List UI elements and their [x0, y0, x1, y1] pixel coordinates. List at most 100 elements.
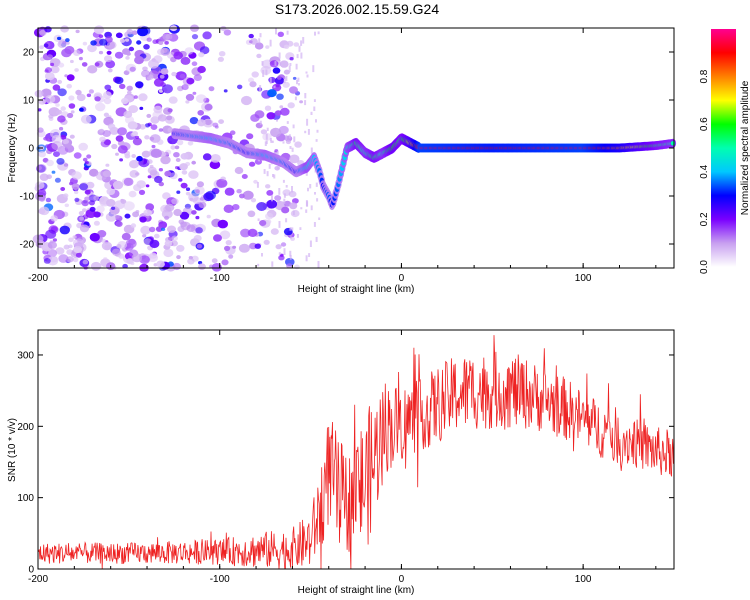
noise-blob [38, 151, 46, 158]
noise-blob [173, 152, 180, 158]
noise-streak [312, 65, 315, 73]
noise-blob [59, 225, 70, 235]
noise-blob [86, 93, 92, 98]
noise-streak [310, 111, 313, 115]
noise-streak [282, 179, 285, 183]
y-tick-label: -20 [20, 240, 35, 251]
noise-blob [158, 114, 167, 122]
noise-blob [117, 145, 128, 154]
noise-blob [43, 258, 51, 264]
noise-streak [315, 236, 318, 242]
noise-blob [237, 84, 243, 90]
noise-streak [259, 120, 262, 125]
noise-blob [46, 159, 54, 167]
noise-blob [106, 41, 117, 50]
noise-blob [144, 123, 151, 128]
noise-blob [197, 110, 204, 116]
noise-blob [276, 93, 284, 100]
noise-blob [103, 97, 112, 105]
noise-blob [60, 134, 67, 140]
noise-blob [250, 114, 260, 122]
noise-blob [106, 199, 116, 207]
noise-blob [238, 243, 250, 253]
noise-blob [58, 62, 65, 68]
noise-blob [73, 245, 83, 254]
y-tick-label: 20 [23, 48, 35, 59]
noise-blob [265, 184, 271, 189]
noise-streak [305, 71, 308, 74]
noise-blob [96, 205, 105, 213]
noise-blob [147, 166, 157, 175]
noise-blob [278, 125, 289, 135]
noise-streak [306, 118, 309, 126]
noise-streak [305, 255, 308, 262]
snr-x-ticks: -200 -100 0 100 [28, 330, 657, 585]
noise-streak [305, 209, 308, 213]
noise-streak [266, 171, 269, 177]
chart-title: S173.2026.002.15.59.G24 [275, 1, 439, 17]
noise-blob [149, 239, 160, 249]
noise-blob [256, 53, 262, 59]
noise-blob [180, 182, 188, 189]
noise-blob [150, 124, 158, 130]
noise-blob [64, 46, 75, 55]
noise-blob [132, 131, 138, 137]
noise-blob [68, 95, 75, 101]
noise-blob [286, 263, 293, 269]
x-tick-label: -200 [28, 273, 48, 284]
noise-blob [259, 220, 267, 226]
noise-blob [147, 253, 158, 262]
noise-streak [283, 198, 286, 205]
noise-blob [46, 174, 52, 179]
noise-blob [209, 264, 214, 269]
noise-blob [184, 47, 194, 55]
noise-blob [272, 67, 281, 74]
noise-blob [294, 264, 300, 270]
noise-blob [171, 198, 179, 205]
noise-blob [140, 225, 151, 235]
noise-blob [60, 25, 69, 33]
noise-blob [60, 106, 66, 111]
noise-blob [212, 122, 219, 128]
noise-streak [269, 138, 272, 142]
noise-blob [51, 141, 63, 151]
noise-blob [234, 166, 244, 175]
noise-streak [308, 253, 311, 257]
noise-streak [268, 164, 271, 169]
noise-blob [80, 114, 92, 124]
noise-streak [289, 146, 292, 149]
noise-blob [93, 220, 100, 226]
noise-blob [112, 180, 124, 190]
noise-blob [103, 91, 112, 99]
noise-blob [88, 89, 94, 94]
y-tick-label: 200 [17, 422, 34, 433]
noise-blob [68, 237, 74, 243]
noise-streak [304, 93, 307, 99]
noise-blob [185, 191, 191, 196]
noise-streak [273, 174, 276, 179]
noise-blob [154, 175, 163, 184]
noise-blob [128, 46, 135, 52]
noise-streak [293, 136, 296, 143]
noise-blob [221, 259, 229, 266]
noise-blob [111, 143, 118, 150]
noise-blob [52, 84, 61, 91]
noise-blob [290, 209, 300, 218]
noise-blob [104, 84, 112, 91]
noise-blob [111, 206, 116, 210]
noise-blob [198, 201, 207, 209]
noise-blob [94, 62, 100, 67]
noise-blob [133, 95, 138, 99]
noise-streak [259, 85, 262, 92]
noise-streak [304, 130, 307, 134]
noise-blob [276, 75, 282, 80]
noise-blob [119, 38, 126, 43]
noise-streak [262, 70, 265, 77]
noise-blob [280, 107, 290, 116]
noise-blob [71, 183, 80, 190]
noise-blob [121, 97, 129, 105]
noise-streak [317, 31, 320, 35]
noise-blob [217, 56, 224, 62]
noise-blob [130, 223, 137, 228]
